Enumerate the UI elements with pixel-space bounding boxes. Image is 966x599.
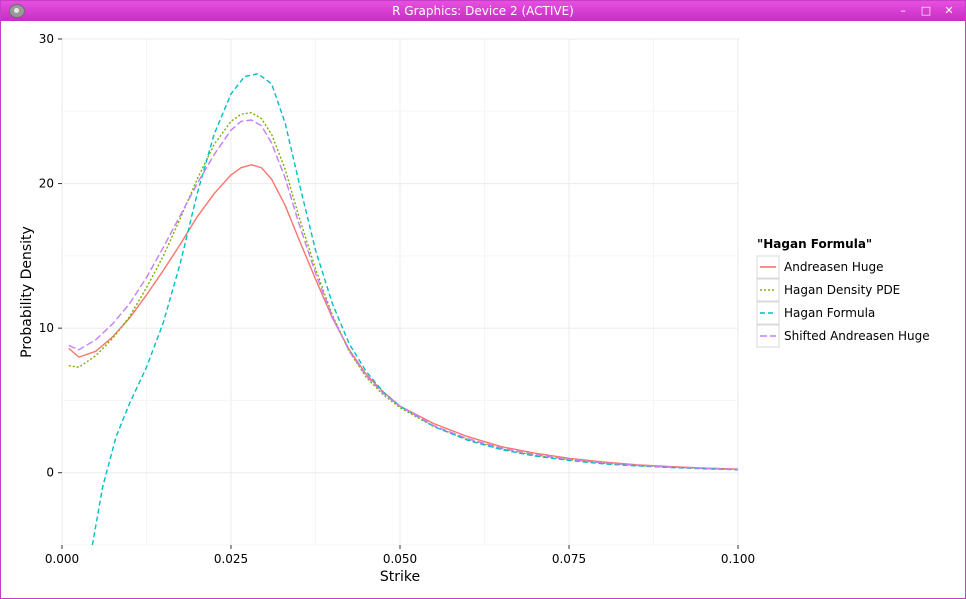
legend-label: Shifted Andreasen Huge: [784, 329, 930, 343]
x-tick-label: 0.025: [214, 552, 248, 566]
legend-title: "Hagan Formula": [757, 237, 872, 251]
x-tick-label: 0.000: [45, 552, 79, 566]
window-title: R Graphics: Device 2 (ACTIVE): [392, 4, 574, 18]
legend-key-box: [756, 324, 780, 348]
close-button[interactable]: ✕: [944, 4, 954, 17]
x-axis-title: Strike: [380, 569, 420, 585]
maximize-button[interactable]: □: [920, 4, 932, 17]
series-line-shifted-andreasen-huge: [68, 119, 738, 471]
series-line-hagan-density-pde: [68, 111, 738, 471]
axis-ticks: 0.000 0.025 0.050 0.075 0.100 0 10 20 30: [39, 32, 755, 566]
x-tick-label: 0.075: [552, 552, 586, 566]
legend-label: Hagan Formula: [784, 306, 875, 320]
window-titlebar[interactable]: R Graphics: Device 2 (ACTIVE) – □ ✕: [1, 1, 965, 21]
legend: "Hagan Formula" Andreasen Huge Hagan Dens…: [756, 237, 930, 348]
minimize-button[interactable]: –: [900, 4, 906, 17]
r-graphics-icon[interactable]: [9, 4, 25, 18]
x-tick-label: 0.050: [383, 552, 417, 566]
y-tick-label: 20: [39, 177, 54, 191]
x-tick-label: 0.100: [721, 552, 755, 566]
legend-label: Andreasen Huge: [784, 260, 884, 274]
y-tick-label: 10: [39, 321, 54, 335]
y-tick-label: 0: [46, 466, 54, 480]
y-axis-title: Probability Density: [19, 226, 35, 358]
series-line-andreasen-huge: [68, 164, 738, 470]
series-line-hagan-formula: [91, 73, 738, 545]
y-tick-label: 30: [39, 32, 54, 46]
series-layer: [68, 73, 738, 545]
legend-label: Hagan Density PDE: [784, 283, 900, 297]
